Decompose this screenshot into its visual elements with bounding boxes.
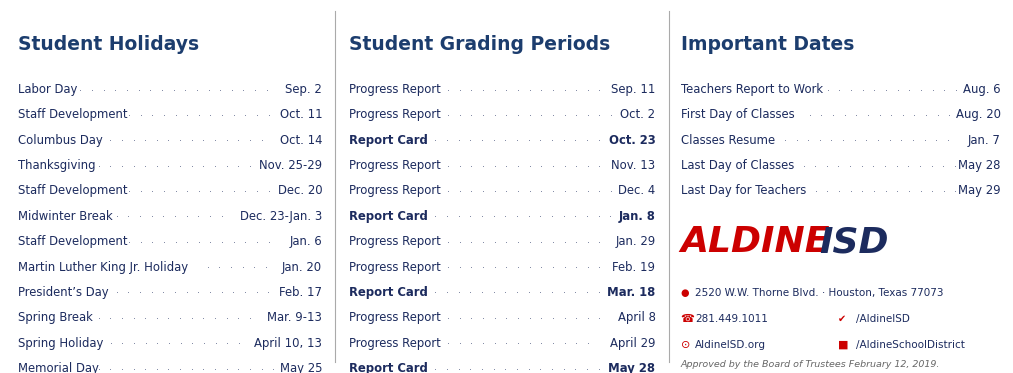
Text: Spring Break: Spring Break — [18, 311, 93, 324]
Text: Progress Report: Progress Report — [349, 311, 442, 324]
Text: Last Day of Classes: Last Day of Classes — [681, 159, 794, 172]
Text: Sep. 2: Sep. 2 — [286, 83, 322, 96]
Text: Oct. 11: Oct. 11 — [280, 109, 322, 121]
Text: Progress Report: Progress Report — [349, 337, 442, 350]
Text: Dec. 20: Dec. 20 — [278, 185, 322, 197]
Text: Classes Resume: Classes Resume — [681, 134, 775, 147]
Text: April 10, 13: April 10, 13 — [254, 337, 322, 350]
Text: President’s Day: President’s Day — [18, 286, 108, 299]
Text: Report Card: Report Card — [349, 362, 428, 373]
Text: Feb. 17: Feb. 17 — [280, 286, 322, 299]
Text: May 28: May 28 — [958, 159, 1001, 172]
Text: April 8: April 8 — [618, 311, 655, 324]
Text: Teachers Report to Work: Teachers Report to Work — [681, 83, 823, 96]
Text: Last Day for Teachers: Last Day for Teachers — [681, 185, 806, 197]
Text: May 29: May 29 — [958, 185, 1001, 197]
Text: ●: ● — [681, 288, 689, 298]
Text: Labor Day: Labor Day — [18, 83, 78, 96]
Text: Progress Report: Progress Report — [349, 159, 442, 172]
Text: Staff Development: Staff Development — [18, 185, 128, 197]
Text: Oct. 2: Oct. 2 — [620, 109, 655, 121]
Text: Progress Report: Progress Report — [349, 109, 442, 121]
Text: 281.449.1011: 281.449.1011 — [695, 314, 768, 324]
Text: First Day of Classes: First Day of Classes — [681, 109, 794, 121]
Text: April 29: April 29 — [610, 337, 655, 350]
Text: Student Holidays: Student Holidays — [18, 35, 200, 54]
Text: Oct. 14: Oct. 14 — [280, 134, 322, 147]
Text: Progress Report: Progress Report — [349, 261, 442, 273]
Text: ✔: ✔ — [838, 314, 846, 324]
Text: Spring Holiday: Spring Holiday — [18, 337, 103, 350]
Text: Mar. 9-13: Mar. 9-13 — [267, 311, 322, 324]
Text: Report Card: Report Card — [349, 286, 428, 299]
Text: AldineISD.org: AldineISD.org — [695, 340, 766, 350]
Text: Thanksgiving: Thanksgiving — [18, 159, 96, 172]
Text: /AldineSchoolDistrict: /AldineSchoolDistrict — [856, 340, 964, 350]
Text: Sep. 11: Sep. 11 — [611, 83, 655, 96]
Text: ☎: ☎ — [681, 314, 695, 324]
Text: ISD: ISD — [820, 225, 888, 260]
Text: /AldineISD: /AldineISD — [856, 314, 910, 324]
Text: Oct. 23: Oct. 23 — [609, 134, 655, 147]
Text: Jan. 20: Jan. 20 — [282, 261, 322, 273]
Text: Mar. 18: Mar. 18 — [607, 286, 655, 299]
Text: Progress Report: Progress Report — [349, 83, 442, 96]
Text: Dec. 4: Dec. 4 — [618, 185, 655, 197]
Text: Report Card: Report Card — [349, 134, 428, 147]
Text: Memorial Day: Memorial Day — [18, 362, 99, 373]
Text: Staff Development: Staff Development — [18, 109, 128, 121]
Text: Report Card: Report Card — [349, 210, 428, 223]
Text: Midwinter Break: Midwinter Break — [18, 210, 113, 223]
Text: Aug. 6: Aug. 6 — [963, 83, 1001, 96]
Text: Jan. 8: Jan. 8 — [619, 210, 655, 223]
Text: Progress Report: Progress Report — [349, 235, 442, 248]
Text: Martin Luther King Jr. Holiday: Martin Luther King Jr. Holiday — [18, 261, 188, 273]
Text: ⊙: ⊙ — [681, 340, 690, 350]
Text: Jan. 29: Jan. 29 — [615, 235, 655, 248]
Text: Nov. 13: Nov. 13 — [611, 159, 655, 172]
Text: Jan. 7: Jan. 7 — [968, 134, 1001, 147]
Text: May 28: May 28 — [609, 362, 655, 373]
Text: 2520 W.W. Thorne Blvd. · Houston, Texas 77073: 2520 W.W. Thorne Blvd. · Houston, Texas … — [695, 288, 943, 298]
Text: Important Dates: Important Dates — [681, 35, 854, 54]
Text: Approved by the Board of Trustees February 12, 2019.: Approved by the Board of Trustees Februa… — [681, 360, 940, 369]
Text: Staff Development: Staff Development — [18, 235, 128, 248]
Text: ■: ■ — [838, 340, 848, 350]
Text: Aug. 20: Aug. 20 — [956, 109, 1001, 121]
Text: Feb. 19: Feb. 19 — [613, 261, 655, 273]
Text: Jan. 6: Jan. 6 — [290, 235, 322, 248]
Text: Columbus Day: Columbus Day — [18, 134, 103, 147]
Text: May 25: May 25 — [280, 362, 322, 373]
Text: Dec. 23-Jan. 3: Dec. 23-Jan. 3 — [240, 210, 322, 223]
Text: ALDINE: ALDINE — [681, 225, 830, 260]
Text: Progress Report: Progress Report — [349, 185, 442, 197]
Text: Nov. 25-29: Nov. 25-29 — [259, 159, 322, 172]
Text: Student Grading Periods: Student Grading Periods — [349, 35, 611, 54]
